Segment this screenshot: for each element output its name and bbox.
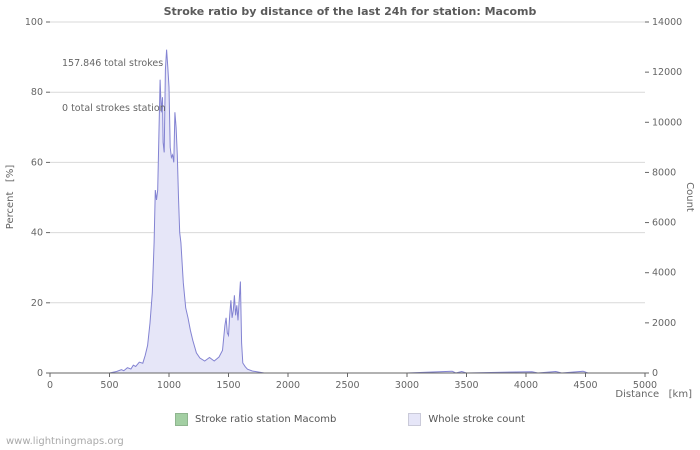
legend-swatch-count	[408, 413, 422, 426]
site-url: www.lightningmaps.org	[6, 436, 124, 447]
y-left-tick-label: 20	[31, 298, 43, 309]
line-whole-stroke-count	[50, 49, 645, 374]
x-tick-label: 3500	[454, 380, 478, 391]
area-whole-stroke-count	[50, 49, 645, 373]
total-strokes-annotation: 157.846 total strokes 0 total strokes st…	[62, 28, 166, 146]
legend-label-ratio: Stroke ratio station Macomb	[195, 414, 337, 425]
y-left-tick-label: 100	[25, 17, 43, 28]
y-axis-label-left: Percent [%]	[5, 164, 16, 230]
x-tick-label: 1500	[216, 380, 240, 391]
y-left-tick-label: 80	[31, 87, 43, 98]
y-right-tick-label: 14000	[652, 17, 682, 28]
y-axis-label-right: Count	[684, 182, 695, 212]
y-left-tick-label: 0	[37, 368, 43, 379]
x-axis-label: Distance [km]	[615, 389, 692, 400]
y-left-tick-label: 40	[31, 228, 43, 239]
x-tick-label: 4000	[514, 380, 538, 391]
annotation-line-total: 157.846 total strokes	[62, 58, 164, 70]
x-tick-label: 5000	[633, 380, 657, 391]
y-right-tick-label: 10000	[652, 117, 682, 128]
x-tick-label: 2000	[276, 380, 300, 391]
y-right-tick-label: 2000	[652, 318, 676, 329]
y-right-tick-label: 4000	[652, 268, 676, 279]
x-tick-label: 1000	[157, 380, 181, 391]
y-right-tick-label: 6000	[652, 218, 676, 229]
legend: Stroke ratio station Macomb Whole stroke…	[0, 413, 700, 426]
x-tick-label: 500	[100, 380, 118, 391]
legend-label-count: Whole stroke count	[428, 414, 525, 425]
legend-item-count: Whole stroke count	[408, 413, 525, 426]
y-left-tick-label: 60	[31, 157, 43, 168]
annotation-line-station: 0 total strokes station	[62, 102, 166, 114]
x-tick-label: 3000	[395, 380, 419, 391]
legend-item-ratio: Stroke ratio station Macomb	[175, 413, 336, 426]
y-right-tick-label: 0	[652, 368, 658, 379]
y-right-tick-label: 8000	[652, 167, 676, 178]
y-right-tick-label: 12000	[652, 67, 682, 78]
legend-swatch-ratio	[175, 413, 189, 426]
chart-title: Stroke ratio by distance of the last 24h…	[163, 5, 537, 18]
x-tick-label: 2500	[335, 380, 359, 391]
x-tick-label: 0	[47, 380, 53, 391]
x-tick-label: 4500	[573, 380, 597, 391]
